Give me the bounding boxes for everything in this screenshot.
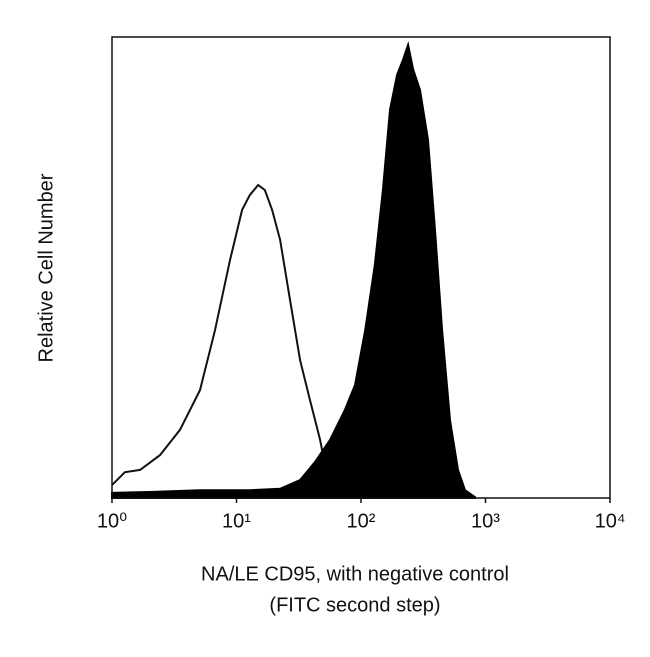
x-axis-label-line2: (FITC second step) (269, 594, 440, 616)
filled-histogram (111, 40, 476, 499)
x-tick-label: 10⁴ (595, 510, 626, 532)
x-tick-label: 10² (347, 510, 376, 532)
x-axis-label: NA/LE CD95, with negative control (201, 563, 509, 585)
x-tick-label: 10³ (471, 510, 500, 532)
outline-histogram (111, 183, 331, 491)
y-axis-label: Relative Cell Number (35, 173, 57, 362)
x-tick-label: 10¹ (222, 510, 251, 532)
x-tick-label: 10⁰ (97, 510, 127, 532)
